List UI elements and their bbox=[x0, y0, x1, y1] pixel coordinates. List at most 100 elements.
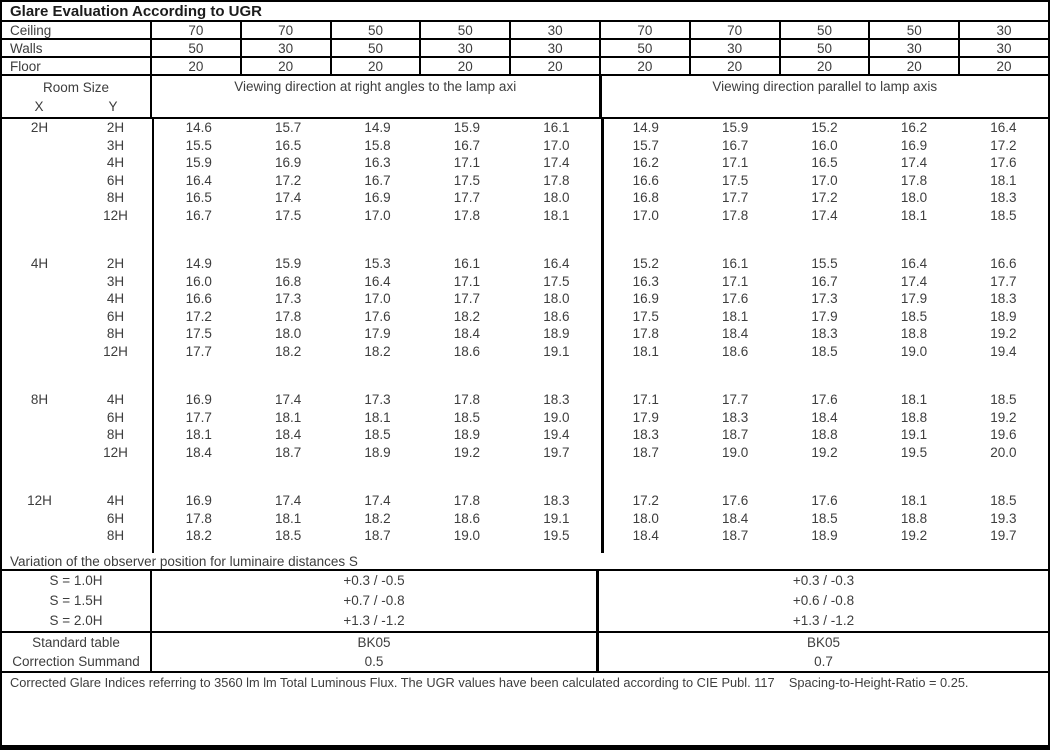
variation-left-value: +0.3 / -0.5 bbox=[152, 571, 599, 591]
variation-row: S = 1.0H +0.3 / -0.5 +0.3 / -0.3 bbox=[2, 571, 1048, 591]
ugr-value: 17.8 bbox=[453, 493, 481, 508]
variation-label: S = 2.0H bbox=[2, 611, 152, 631]
ugr-value: 18.7 bbox=[632, 444, 659, 460]
ugr-value: 18.6 bbox=[543, 308, 570, 324]
surface-value: 20 bbox=[996, 59, 1012, 74]
ugr-value: 18.5 bbox=[900, 308, 928, 324]
ugr-value: 17.8 bbox=[900, 172, 928, 188]
ugr-value: 17.6 bbox=[364, 308, 391, 324]
ugr-value: 16.7 bbox=[722, 137, 749, 153]
ugr-value: 18.9 bbox=[453, 427, 481, 442]
ugr-value: 17.0 bbox=[632, 207, 659, 223]
ugr-value: 18.2 bbox=[364, 343, 391, 359]
summary-left-value: 0.5 bbox=[152, 652, 599, 671]
ugr-value: 17.8 bbox=[185, 510, 212, 526]
ugr-value: 17.1 bbox=[722, 155, 749, 170]
ugr-data-row: 3H 15.5 16.5 15.8 16.7 17.0 15.7 16.7 16.0 16.9 17… bbox=[2, 137, 1048, 155]
ugr-value: 18.8 bbox=[900, 326, 928, 341]
surface-value: 20 bbox=[870, 58, 961, 74]
ugr-value: 16.4 bbox=[900, 256, 928, 271]
variation-right-value: +0.3 / -0.3 bbox=[792, 573, 855, 588]
ugr-value: 17.2 bbox=[632, 493, 659, 508]
ugr-value: 18.4 bbox=[453, 326, 481, 341]
ugr-value: 14.6 bbox=[185, 120, 212, 135]
room-y-value: 4H bbox=[106, 155, 125, 170]
ugr-value: 18.9 bbox=[364, 444, 391, 460]
room-x-value bbox=[2, 137, 77, 155]
surface-value: 50 bbox=[870, 22, 961, 38]
left-group-header: Viewing direction at right angles to the… bbox=[152, 76, 602, 117]
ugr-value: 17.7 bbox=[185, 343, 212, 359]
ugr-data-row: 4H 16.6 17.3 17.0 17.7 18.0 16.9 17.6 17.3 17.9 18… bbox=[2, 290, 1048, 308]
summary-row: Correction Summand 0.5 0.7 bbox=[2, 652, 1048, 671]
ugr-value: 18.0 bbox=[900, 190, 928, 205]
room-x-value bbox=[2, 426, 77, 444]
ugr-data-row: 8H 17.5 18.0 17.9 18.4 18.9 17.8 18.4 18.3 18.8 19… bbox=[2, 325, 1048, 343]
room-x-value bbox=[2, 207, 77, 225]
ugr-value: 15.9 bbox=[722, 120, 749, 135]
ugr-value: 17.5 bbox=[274, 207, 302, 223]
ugr-value: 17.2 bbox=[185, 308, 212, 324]
ugr-value: 16.5 bbox=[185, 190, 212, 205]
variation-section-title: Variation of the observer position for l… bbox=[2, 553, 1048, 571]
ugr-value: 18.6 bbox=[453, 510, 481, 526]
ugr-value: 17.6 bbox=[811, 392, 838, 407]
ugr-value: 18.1 bbox=[543, 207, 570, 223]
ugr-value: 17.9 bbox=[632, 409, 659, 425]
summary-label: Correction Summand bbox=[2, 652, 152, 671]
ugr-value: 17.5 bbox=[453, 172, 481, 188]
room-y-value: 8H bbox=[106, 427, 125, 442]
room-y-value: 12H bbox=[103, 207, 128, 223]
room-y-value: 6H bbox=[106, 172, 125, 188]
ugr-value: 15.2 bbox=[632, 256, 659, 271]
ugr-value: 14.9 bbox=[185, 256, 212, 271]
ugr-value: 17.5 bbox=[543, 273, 570, 289]
ugr-value: 18.9 bbox=[543, 326, 570, 341]
ugr-value: 15.5 bbox=[811, 256, 838, 271]
ugr-value: 18.7 bbox=[364, 528, 391, 543]
room-x-value bbox=[2, 343, 77, 361]
summary-label: Standard table bbox=[2, 633, 152, 652]
ugr-data-row: 6H 17.8 18.1 18.2 18.6 19.1 18.0 18.4 18.5 18.8 19… bbox=[2, 510, 1048, 528]
ugr-value: 17.9 bbox=[364, 326, 391, 341]
ugr-value: 18.2 bbox=[274, 343, 302, 359]
ugr-value: 18.5 bbox=[811, 343, 838, 359]
room-y-value: 6H bbox=[106, 308, 125, 324]
ugr-value: 17.7 bbox=[722, 392, 749, 407]
ugr-value: 16.3 bbox=[632, 273, 659, 289]
ugr-value: 17.6 bbox=[990, 155, 1017, 170]
ugr-value: 16.9 bbox=[185, 392, 212, 407]
ugr-value: 17.3 bbox=[274, 291, 302, 306]
ugr-value: 18.1 bbox=[274, 510, 302, 526]
ugr-value: 19.6 bbox=[990, 427, 1017, 442]
room-x-value bbox=[2, 510, 77, 528]
room-x-value bbox=[2, 273, 77, 291]
ugr-value: 17.1 bbox=[453, 155, 481, 170]
surface-value: 50 bbox=[152, 40, 242, 56]
ugr-value: 18.1 bbox=[900, 493, 928, 508]
ugr-value: 16.7 bbox=[185, 207, 212, 223]
ugr-value: 18.1 bbox=[900, 392, 928, 407]
room-y-value: 4H bbox=[106, 392, 125, 407]
surface-value: 20 bbox=[242, 58, 332, 74]
ugr-value: 20.0 bbox=[990, 444, 1017, 460]
room-size-label: Room Size bbox=[42, 80, 110, 95]
ugr-value: 16.4 bbox=[185, 172, 212, 188]
variation-rows: S = 1.0H +0.3 / -0.5 +0.3 / -0.3 S = 1.5H +0… bbox=[2, 571, 1048, 631]
ugr-value: 15.9 bbox=[453, 120, 481, 135]
ugr-value: 19.7 bbox=[990, 528, 1017, 543]
column-header-row: Room Size X Y Viewing direction at right… bbox=[2, 76, 1048, 119]
surface-row: Walls 50 30 50 30 30 50 30 50 30 30 bbox=[2, 40, 1048, 58]
page-title: Glare Evaluation According to UGR bbox=[2, 2, 1048, 22]
room-x-value bbox=[2, 189, 77, 207]
ugr-value: 18.2 bbox=[185, 528, 212, 543]
ugr-value: 16.1 bbox=[543, 120, 570, 135]
ugr-value: 18.3 bbox=[990, 291, 1017, 306]
ugr-value: 18.9 bbox=[990, 308, 1017, 324]
room-y-value: 12H bbox=[103, 444, 128, 460]
ugr-value: 18.1 bbox=[900, 207, 928, 223]
ugr-value: 18.5 bbox=[453, 409, 481, 425]
y-column-label: Y bbox=[108, 99, 118, 114]
ugr-value: 19.1 bbox=[900, 427, 928, 442]
ugr-value: 16.2 bbox=[900, 120, 928, 135]
